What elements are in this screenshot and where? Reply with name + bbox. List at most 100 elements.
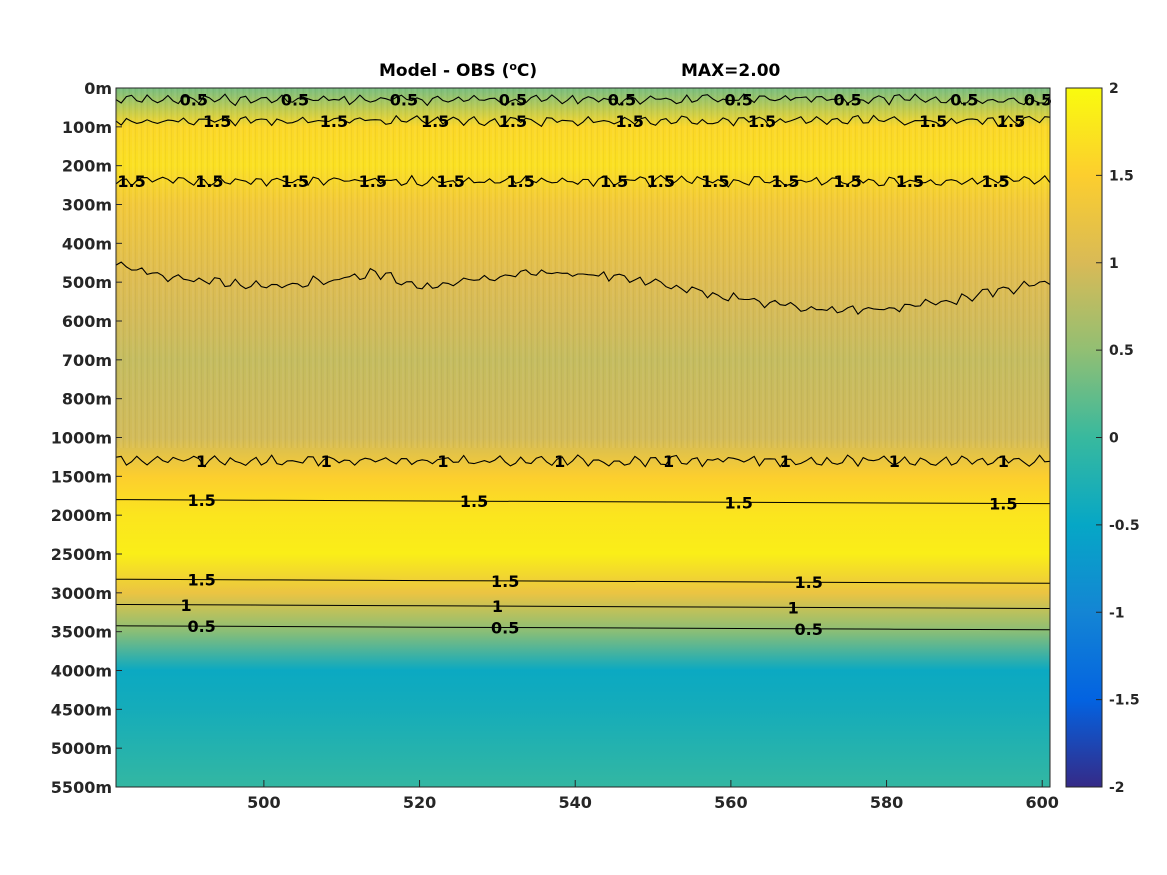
colorbar: 2 1.5 1 0.5 0 -0.5 -1 -1.5 -2 xyxy=(1065,81,1140,796)
contour-label: 0.5 xyxy=(491,619,519,638)
y-tick-label: 300m xyxy=(62,196,112,215)
contour-line xyxy=(115,625,1051,631)
contour-label: 0.5 xyxy=(608,91,636,110)
contour-label: 1.5 xyxy=(437,172,465,191)
contour-label: 1.5 xyxy=(989,494,1017,513)
contour-label: 1.5 xyxy=(919,112,947,131)
contour-label: 1.5 xyxy=(981,172,1009,191)
contour-label: 1.5 xyxy=(724,493,752,512)
colorbar-tick-label: 1.5 xyxy=(1109,168,1134,184)
contour-label: 1.5 xyxy=(833,172,861,191)
chart-max-label: MAX=2.00 xyxy=(681,61,781,81)
y-tick-label: 4500m xyxy=(51,700,112,719)
colorbar-tick-label: -1 xyxy=(1109,605,1125,621)
contour-label: 1.5 xyxy=(281,172,309,191)
contour-label: 1.5 xyxy=(359,172,387,191)
contour-label: 1.5 xyxy=(421,112,449,131)
y-tick-label: 2000m xyxy=(51,506,112,525)
contour-label: 1.5 xyxy=(771,172,799,191)
contour-line xyxy=(115,454,1051,468)
contour-label: 1 xyxy=(180,596,191,615)
contour-label: 1.5 xyxy=(507,172,535,191)
x-tick-label: 600 xyxy=(1026,793,1059,812)
y-tick-label: 5000m xyxy=(51,739,112,758)
contour-label: 0.5 xyxy=(187,617,215,636)
y-tick-label: 3500m xyxy=(51,623,112,642)
y-tick-label: 200m xyxy=(62,157,112,176)
contour-label: 1.5 xyxy=(187,491,215,510)
x-tick-label: 580 xyxy=(870,793,903,812)
y-tick-label: 700m xyxy=(62,351,112,370)
contour-label: 0.5 xyxy=(390,91,418,110)
contour-label: 1.5 xyxy=(187,571,215,590)
contour-label: 1 xyxy=(554,452,565,471)
y-tick-label: 5500m xyxy=(51,778,112,797)
contour-label: 1 xyxy=(196,452,207,471)
colorbar-tick-label: -2 xyxy=(1109,780,1125,796)
contour-label: 0.5 xyxy=(724,91,752,110)
contour-line xyxy=(115,174,1051,189)
contour-label: 1.5 xyxy=(491,572,519,591)
contour-line xyxy=(115,93,1051,107)
contour-label: 1.5 xyxy=(460,492,488,511)
contour-label: 1.5 xyxy=(896,172,924,191)
y-tick-label: 1500m xyxy=(51,467,112,486)
contour-label: 1.5 xyxy=(499,112,527,131)
heatmap-plot-area: 0.5 0.5 0.5 0.5 0.5 0.5 0.5 0.5 0.51.5 1.5 1.5 1.5 1… xyxy=(115,87,1052,788)
contour-line xyxy=(115,499,1051,505)
colorbar-tick-label: 0.5 xyxy=(1109,343,1134,359)
heatmap-texture xyxy=(116,88,1050,448)
contour-line xyxy=(115,604,1051,609)
y-tick-label: 2500m xyxy=(51,545,112,564)
y-tick-label: 800m xyxy=(62,390,112,409)
contour-label: 1.5 xyxy=(203,112,231,131)
contour-line xyxy=(115,114,1051,128)
contour-label: 0.5 xyxy=(795,620,823,639)
y-tick-label: 100m xyxy=(62,118,112,137)
colorbar-tick-label: 0 xyxy=(1109,431,1119,447)
contour-label: 0.5 xyxy=(1024,91,1052,110)
contour-label: 0.5 xyxy=(180,91,208,110)
colorbar-tick-label: -1.5 xyxy=(1109,693,1140,709)
contour-label: 0.5 xyxy=(281,91,309,110)
y-tick-label: 1000m xyxy=(51,429,112,448)
x-tick-label: 520 xyxy=(403,793,436,812)
contour-label: 1 xyxy=(321,452,332,471)
contour-label: 1 xyxy=(788,598,799,617)
contour-label: 1.5 xyxy=(117,172,145,191)
colorbar-tick-label: 1 xyxy=(1109,256,1119,272)
contour-label: 1.5 xyxy=(997,112,1025,131)
contour-label: 0.5 xyxy=(499,91,527,110)
x-tick-label: 540 xyxy=(559,793,592,812)
contour-label: 1 xyxy=(437,452,448,471)
contour-label: 1.5 xyxy=(647,172,675,191)
contour-label: 1 xyxy=(492,597,503,616)
contour-lines xyxy=(115,93,1051,631)
colorbar-tick-label: 2 xyxy=(1109,81,1119,97)
y-tick-label: 500m xyxy=(62,273,112,292)
contour-label: 1.5 xyxy=(701,172,729,191)
contour-label: 1.5 xyxy=(616,112,644,131)
y-tick-label: 3000m xyxy=(51,584,112,603)
x-tick-label: 500 xyxy=(247,793,280,812)
x-tick-label: 560 xyxy=(714,793,747,812)
y-tick-label: 400m xyxy=(62,234,112,253)
contour-label: 1 xyxy=(889,452,900,471)
contour-label: 0.5 xyxy=(950,91,978,110)
y-tick-label: 0m xyxy=(84,79,112,98)
contour-label: 1 xyxy=(663,452,674,471)
contour-label: 1.5 xyxy=(600,172,628,191)
contour-labels: 0.5 0.5 0.5 0.5 0.5 0.5 0.5 0.5 0.51.5 1.5 1.5 1.5 1… xyxy=(117,91,1052,639)
contour-line xyxy=(115,578,1051,584)
contour-label: 1.5 xyxy=(748,112,776,131)
y-tick-label: 4000m xyxy=(51,662,112,681)
x-axis: 500 520 540 560 580 600 xyxy=(247,780,1059,812)
colorbar-tick-label: -0.5 xyxy=(1109,518,1140,534)
y-axis: 0m 100m 200m 300m 400m 500m 600m 700m 800m 1000m 1… xyxy=(51,79,122,797)
contour-label: 1 xyxy=(998,452,1009,471)
colorbar-ticks: 2 1.5 1 0.5 0 -0.5 -1 -1.5 -2 xyxy=(1096,81,1140,796)
contour-label: 0.5 xyxy=(833,91,861,110)
contour-label: 1.5 xyxy=(195,172,223,191)
contour-label: 1 xyxy=(780,452,791,471)
